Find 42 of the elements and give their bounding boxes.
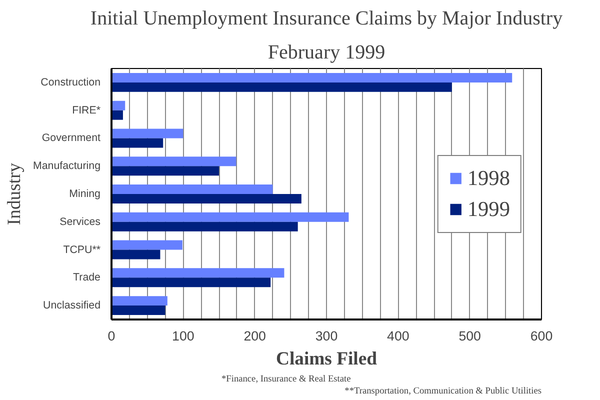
y-tick-label: Services — [60, 216, 101, 228]
y-tick-label: Unclassified — [43, 300, 101, 312]
y-tick-label: FIRE* — [72, 104, 100, 116]
bar — [112, 278, 271, 288]
bar — [112, 194, 302, 204]
y-tick-label: Mining — [69, 188, 101, 200]
bar — [112, 110, 123, 120]
legend-label: 1998 — [467, 166, 510, 190]
bar — [112, 240, 182, 250]
bar — [112, 268, 284, 278]
x-tick-label: 500 — [458, 328, 481, 344]
y-tick-label: TCPU** — [63, 244, 101, 256]
bar — [112, 138, 164, 148]
legend-label: 1999 — [467, 196, 510, 222]
y-tick-label: Trade — [73, 272, 101, 284]
chart-title: Initial Unemployment Insurance Claims by Major Industry — [90, 8, 563, 30]
bar — [112, 128, 184, 138]
bar — [112, 222, 298, 232]
chart-subtitle: February 1999 — [268, 42, 386, 64]
bar — [112, 156, 236, 166]
bar — [112, 72, 512, 82]
x-tick-label: 300 — [315, 328, 338, 344]
bar — [112, 306, 166, 316]
bar — [112, 250, 160, 260]
bar — [112, 166, 219, 176]
x-tick-label: 400 — [387, 328, 410, 344]
bar — [112, 296, 168, 306]
x-tick-label: 600 — [530, 328, 553, 344]
bar — [112, 184, 273, 194]
x-tick-label: 0 — [108, 328, 116, 344]
y-tick-label: Manufacturing — [32, 160, 101, 172]
bar — [112, 100, 126, 110]
text: *Finance, Insurance & Real Estate — [222, 374, 351, 384]
x-tick-label: 100 — [172, 328, 194, 344]
y-tick-label: Government — [42, 132, 101, 144]
bar — [112, 82, 452, 92]
bar — [112, 212, 349, 222]
y-axis-title: Industry — [4, 162, 25, 226]
x-tick-label: 200 — [244, 328, 266, 344]
x-axis-title: Claims Filed — [276, 348, 378, 370]
y-tick-label: Construction — [40, 76, 101, 88]
text: **Transportation, Communication & Public Utilities — [344, 386, 542, 396]
